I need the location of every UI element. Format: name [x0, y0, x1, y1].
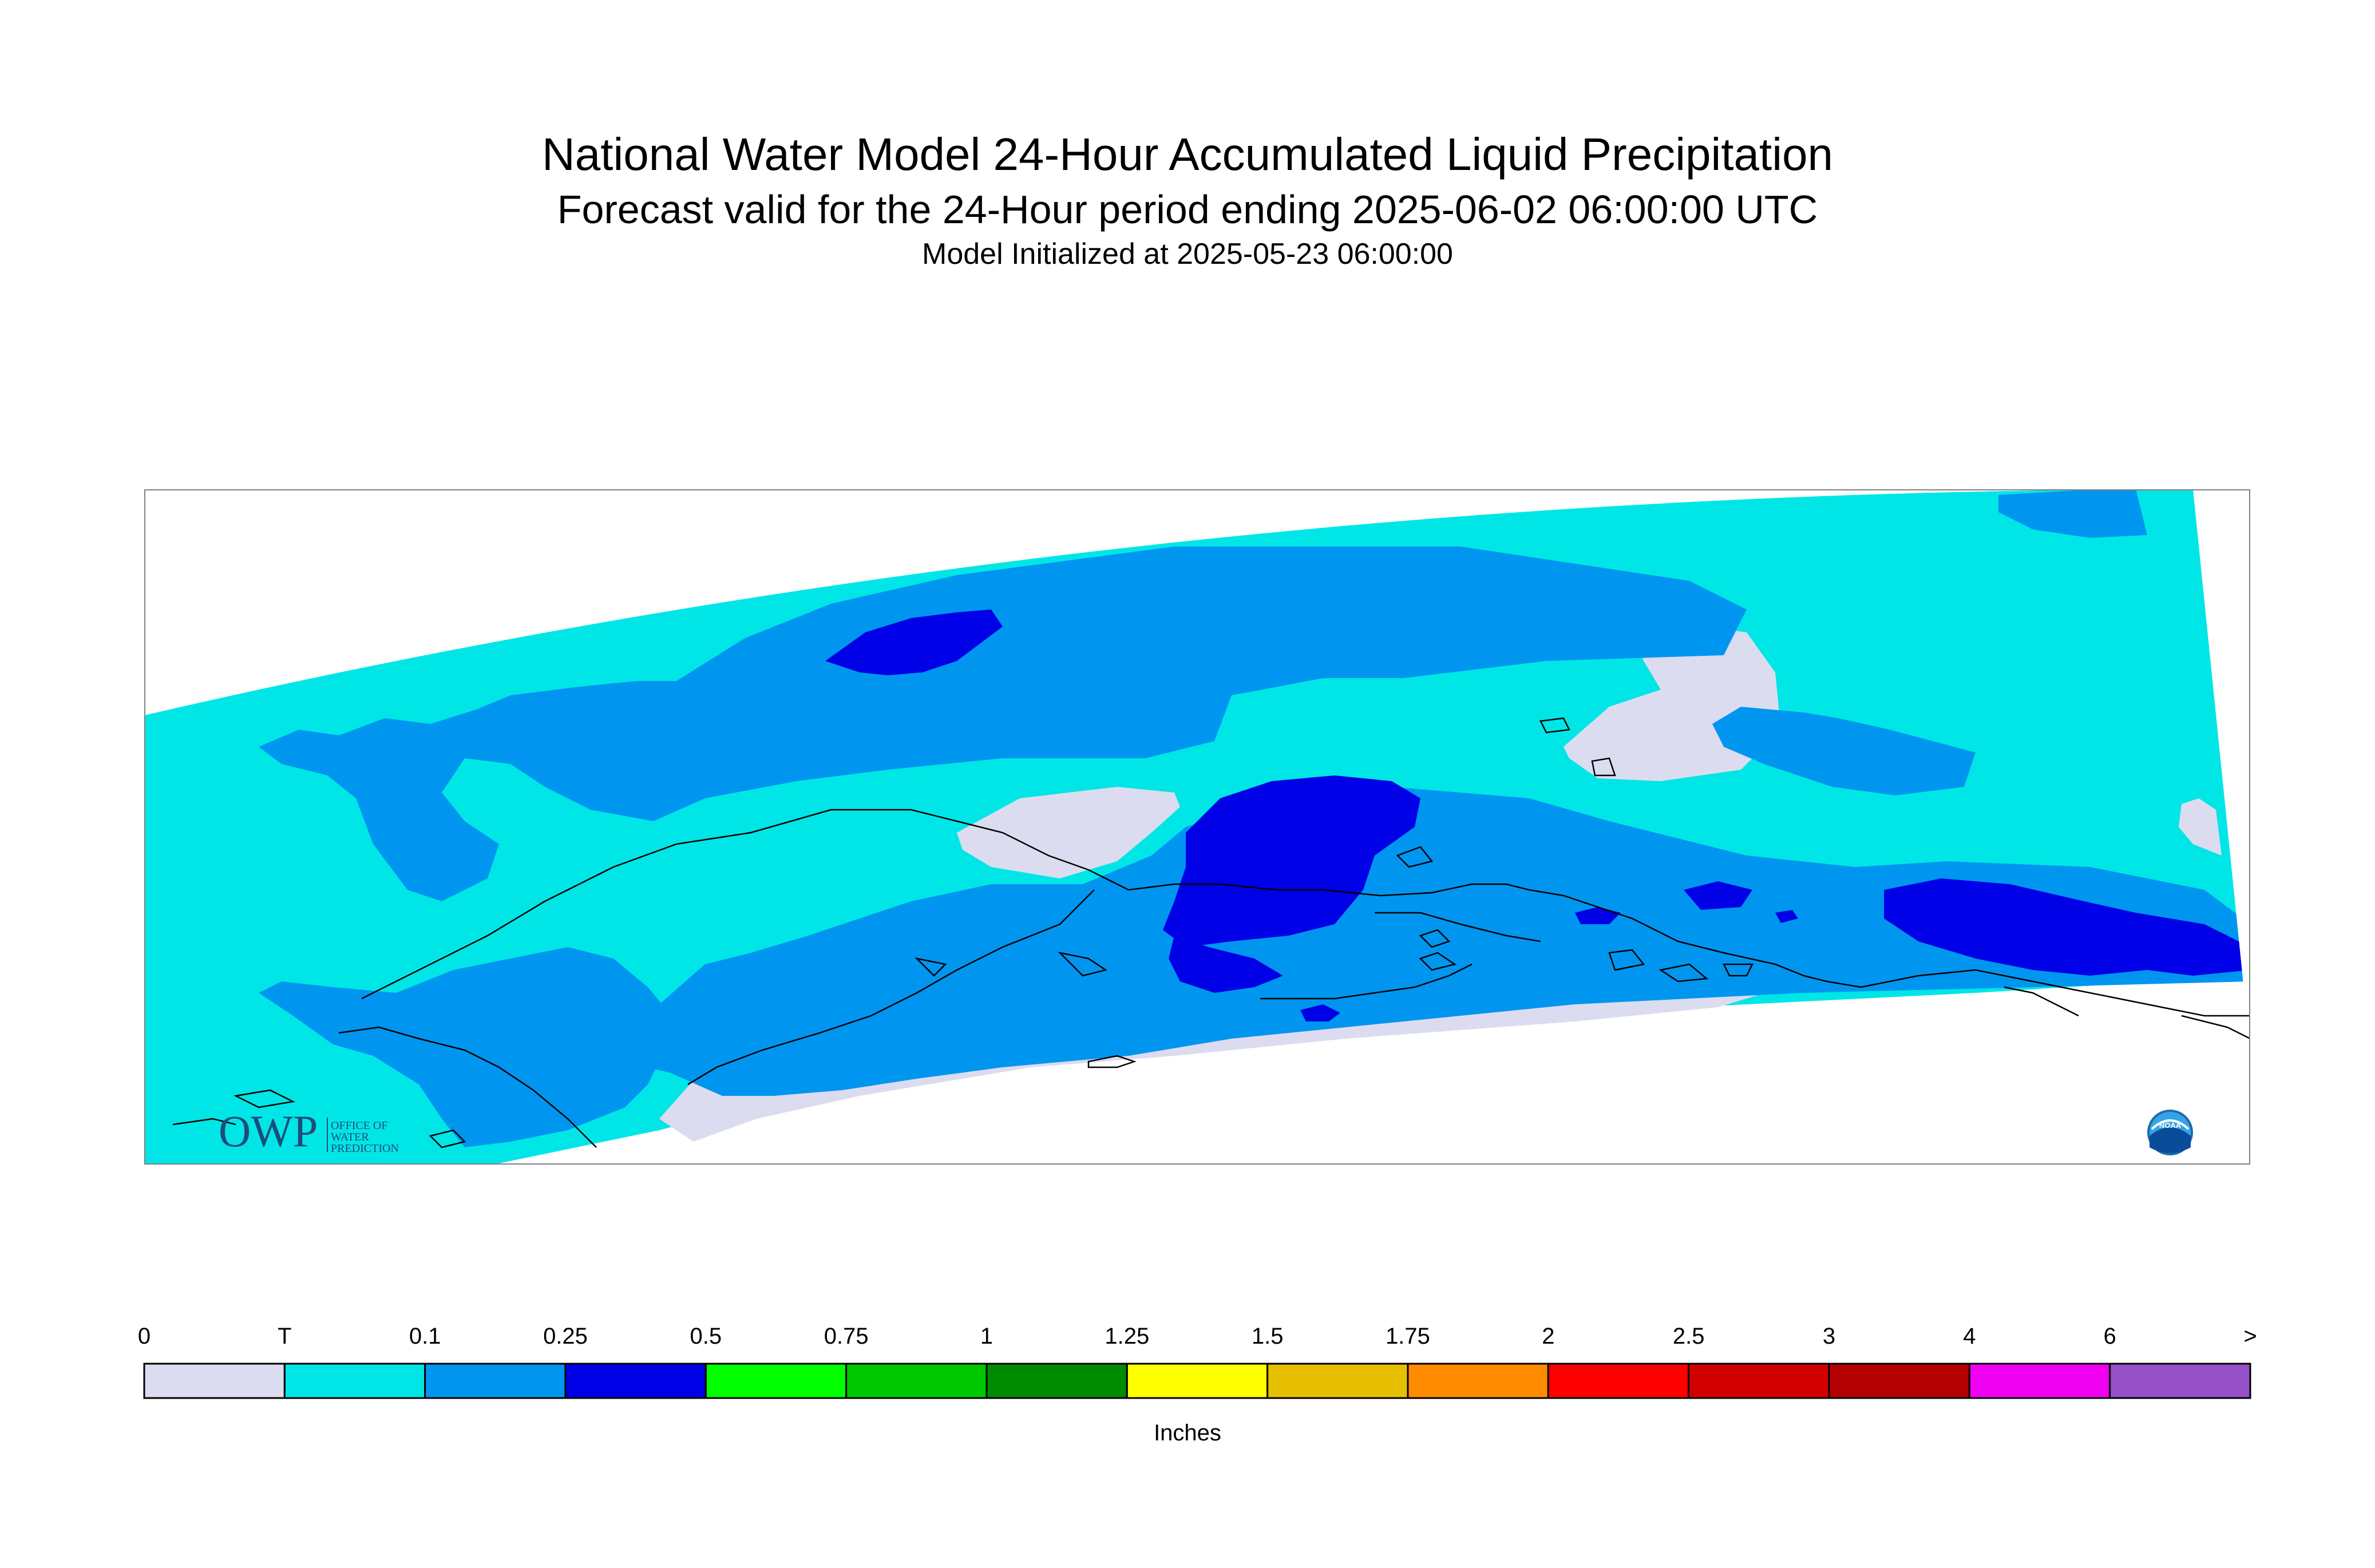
legend-tick-label: 4	[1963, 1324, 1976, 1349]
band-0.25-central	[1163, 775, 1420, 947]
legend-tick-label: 0	[138, 1324, 151, 1349]
legend-color-box	[1828, 1363, 1970, 1399]
legend-tick-label: >	[2243, 1324, 2257, 1349]
band-0.25-east-band	[1884, 878, 2250, 976]
island-9	[1396, 846, 1434, 868]
island-5	[1419, 952, 1457, 971]
band-0.25-central-west-lobe	[1169, 936, 1283, 993]
coastline-north	[361, 809, 2250, 1017]
legend-color-box	[1407, 1363, 1549, 1399]
legend-unit-label: Inches	[1154, 1420, 1221, 1446]
island-10	[1591, 757, 1616, 777]
legend-tick-label: 2	[1542, 1324, 1554, 1349]
legend-tick-label: 6	[2104, 1324, 2116, 1349]
island-3	[1058, 951, 1108, 977]
noaa-logo-text: NOAA	[2159, 1121, 2182, 1130]
chart-title: National Water Model 24-Hour Accumulated…	[542, 129, 1833, 180]
island-4	[1419, 929, 1451, 948]
chart-subtitle: Forecast valid for the 24-Hour period en…	[557, 187, 1818, 232]
island-2	[915, 957, 947, 977]
island-13	[2181, 1015, 2250, 1040]
zero-region-far-east	[2179, 798, 2222, 856]
island-15	[172, 1118, 236, 1126]
band-0.1-central	[625, 787, 2250, 1096]
legend-color-box	[1126, 1363, 1269, 1399]
legend-tick-label: 0.5	[690, 1324, 722, 1349]
island-6	[1608, 949, 1645, 971]
legend-color-box	[143, 1363, 286, 1399]
map-frame	[144, 489, 2250, 1165]
legend-color-box	[704, 1363, 848, 1399]
legend-color-box	[845, 1363, 988, 1399]
legend-color-box	[1968, 1363, 2111, 1399]
band-0.1-northeast	[1998, 489, 2147, 538]
legend-color-box	[1688, 1363, 1830, 1399]
island-11	[1539, 717, 1570, 734]
owp-logo-line-1: OFFICE OF	[331, 1119, 387, 1132]
band-0.1-north	[259, 547, 1747, 901]
legend-tick-label: T	[278, 1324, 291, 1349]
band-0.25-north-blob	[825, 609, 1003, 675]
precipitation-map: OWP OFFICE OF WATER PREDICTION NOAA	[144, 489, 2250, 1165]
legend-tick-labels: 0 T 0.1 0.25 0.5 0.75 1 1.25 1.5 1.75 2 2.5 3 4 6 >	[138, 1324, 2257, 1349]
legend-color-box	[1547, 1363, 1690, 1399]
island-8	[1722, 963, 1754, 977]
legend-color-box	[564, 1363, 707, 1399]
coastline-west	[338, 1026, 597, 1148]
legend-color-boxes	[143, 1363, 2251, 1399]
legend-color-box	[2109, 1363, 2251, 1399]
owp-logo-line-3: PREDICTION	[331, 1142, 399, 1155]
model-init-time: Model Initialized at 2025-05-23 06:00:00	[922, 237, 1453, 271]
legend-color-box	[1266, 1363, 1409, 1399]
band-0.25-southeast-patch	[1300, 1004, 1340, 1021]
legend-color-box	[283, 1363, 426, 1399]
legend-tick-label: 0.25	[543, 1324, 588, 1349]
coastline-peninsula	[687, 889, 1095, 1086]
coastline-island-chain	[1260, 912, 1541, 1000]
noaa-logo: NOAA	[2147, 1110, 2193, 1155]
legend-color-box	[424, 1363, 567, 1399]
owp-logo: OWP OFFICE OF WATER PREDICTION	[219, 1106, 399, 1156]
legend-tick-label: 1.25	[1105, 1324, 1149, 1349]
island-7	[1658, 963, 1709, 983]
island-16	[429, 1129, 466, 1149]
owp-logo-line-2: WATER	[331, 1131, 369, 1143]
band-0.25-east-small-2	[1684, 881, 1752, 910]
legend-tick-label: 0.75	[824, 1324, 869, 1349]
precipitation-legend: 0 T 0.1 0.25 0.5 0.75 1 1.25 1.5 1.75 2 2.5 3 4 6 > Inc…	[138, 1324, 2257, 1446]
island-14	[233, 1089, 295, 1108]
legend-tick-label: 1.5	[1252, 1324, 1284, 1349]
band-0.1-east-blob	[1712, 707, 1976, 795]
band-0.25-east-small-3	[1775, 910, 1798, 923]
legend-tick-label: 1.75	[1386, 1324, 1430, 1349]
legend-tick-label: 1	[980, 1324, 993, 1349]
legend-tick-label: 3	[1823, 1324, 1835, 1349]
legend-color-box	[985, 1363, 1128, 1399]
island-1	[1087, 1055, 1137, 1068]
coastlines	[172, 717, 2250, 1149]
owp-logo-mark: OWP	[219, 1106, 318, 1156]
zero-region-south	[659, 981, 1804, 1142]
legend-tick-label: 0.1	[409, 1324, 441, 1349]
zero-region-center	[957, 787, 1180, 878]
legend-tick-label: 2.5	[1673, 1324, 1705, 1349]
island-12	[2004, 986, 2079, 1017]
